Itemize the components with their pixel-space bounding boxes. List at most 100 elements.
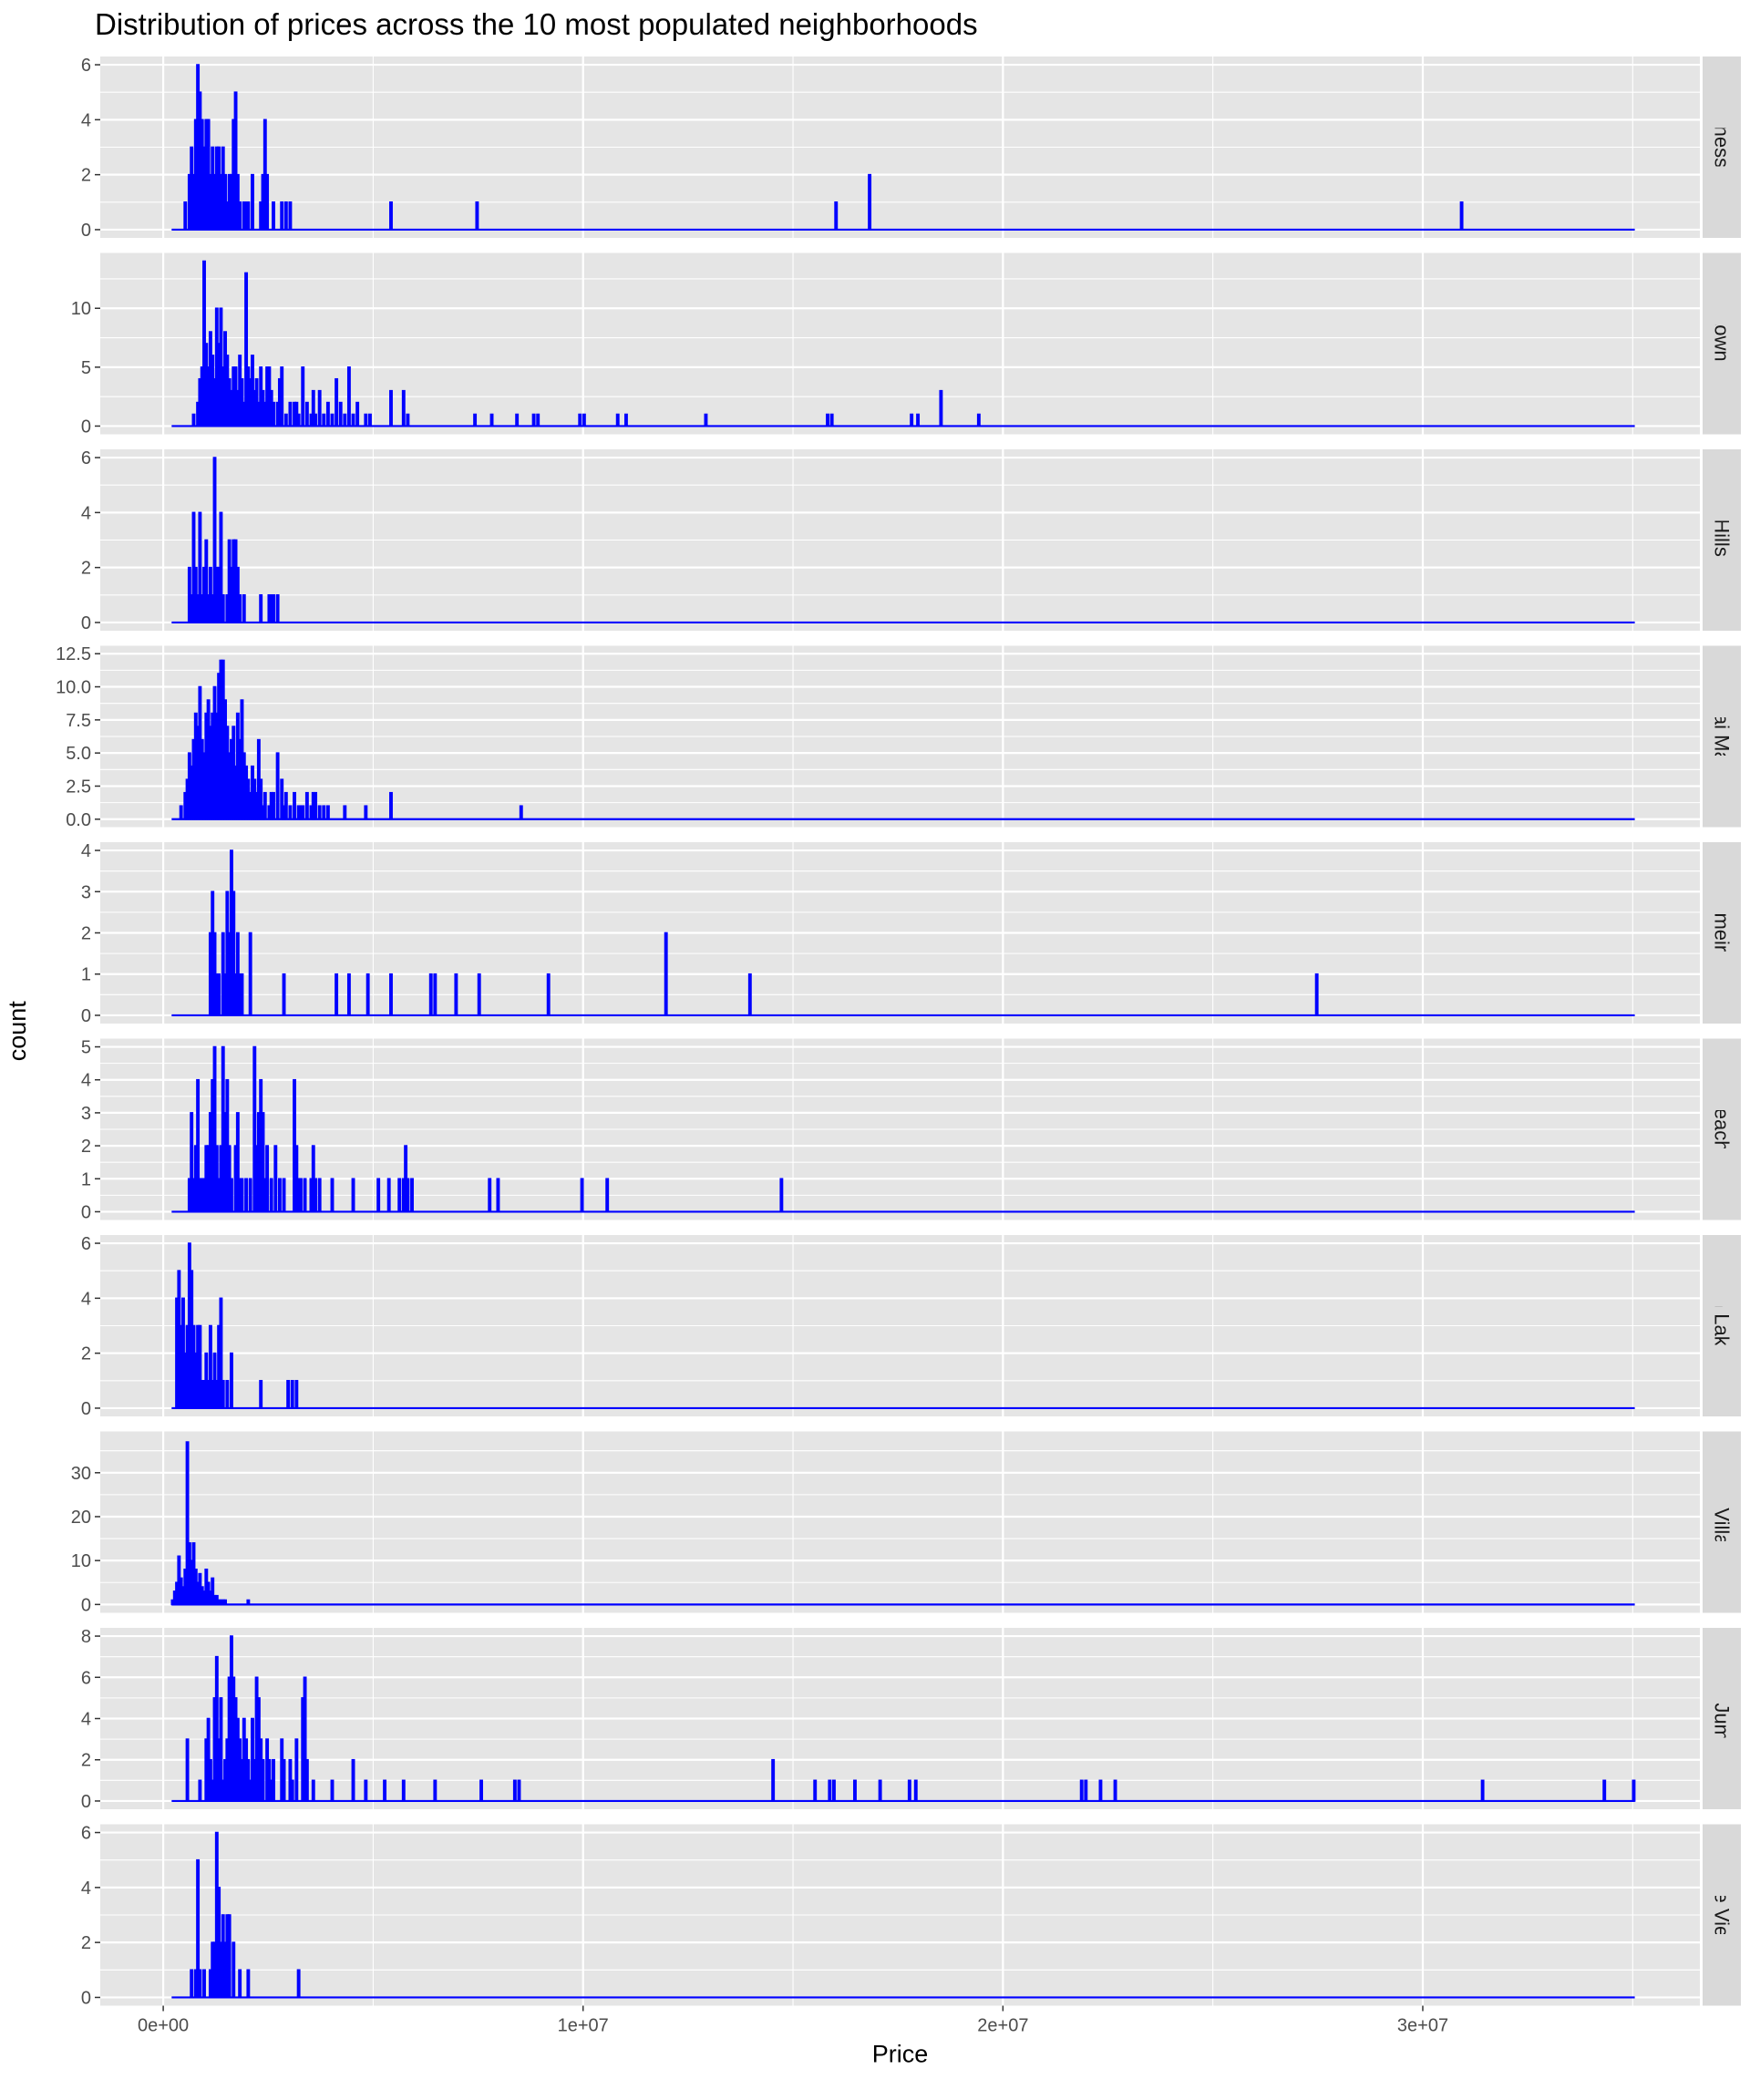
histogram-bar [330, 1178, 335, 1213]
y-tick-label: 6 [81, 1234, 91, 1254]
histogram-bar [317, 805, 322, 820]
histogram-bar [265, 1145, 270, 1213]
y-tick-label: 0 [81, 1006, 91, 1026]
histogram-bar [235, 1112, 240, 1213]
histogram-bar [296, 1969, 301, 1999]
facet-strip-label: Downtown Dubai [1711, 268, 1734, 419]
histogram-bar [582, 413, 586, 427]
histogram-bar [294, 1738, 299, 1802]
histogram-bar [1459, 201, 1464, 231]
facet-strip-label: Jumeirah Beach Residence [1711, 1006, 1734, 1251]
facet-strip-label: Dubai Marina [1711, 677, 1734, 798]
histogram-bar [204, 539, 209, 623]
histogram-bar [868, 173, 872, 231]
histogram-bar [233, 91, 238, 231]
y-tick-label: 10.0 [56, 678, 91, 698]
facet-strip [1703, 842, 1741, 1024]
histogram-bar [265, 173, 270, 231]
y-tick-label: 0 [81, 613, 91, 633]
histogram-bar [338, 401, 343, 427]
facet-panel: 0.0 2.5 5.0 7.5 10.0 12.5 Dubai Marina [56, 644, 1741, 830]
y-tick-label: 4 [81, 1289, 91, 1309]
y-tick-label: 4 [81, 841, 91, 861]
histogram-bar [364, 413, 368, 427]
y-tick-label: 0 [81, 221, 91, 241]
histogram-bar [346, 973, 351, 1016]
histogram-bar [290, 1380, 294, 1409]
histogram-bar [179, 805, 183, 820]
histogram-bar [190, 1112, 194, 1213]
y-tick-label: 2 [81, 1751, 91, 1771]
y-tick-label: 0 [81, 1988, 91, 2008]
y-tick-label: 6 [81, 448, 91, 468]
histogram-bar [512, 1779, 517, 1802]
y-tick-label: 5 [81, 358, 91, 378]
histogram-bar [272, 201, 275, 231]
histogram-bar [282, 1178, 286, 1213]
histogram-bar [242, 594, 246, 623]
histogram-bar [259, 594, 263, 623]
histogram-bar [1602, 1779, 1607, 1802]
histogram-bar [303, 1178, 307, 1213]
histogram-bar [212, 1045, 217, 1213]
histogram-bar [261, 1758, 265, 1802]
histogram-bar [828, 1779, 832, 1802]
facet-strip-label: Jumeirah [1711, 891, 1734, 973]
histogram-bar [273, 1145, 278, 1213]
histogram-bar [240, 1178, 244, 1213]
histogram-bar [196, 1078, 201, 1213]
histogram-bar [217, 973, 221, 1016]
facet-panel: 0 2 4 6 The Views [81, 1824, 1741, 2008]
y-tick-label: 2 [81, 1344, 91, 1364]
histogram-bar [1632, 1779, 1636, 1802]
facet-strip-label: Dubai Hills Estate [1711, 461, 1734, 620]
x-tick-label: 2e+07 [977, 2016, 1028, 2036]
histogram-bar [223, 1599, 227, 1606]
histogram-bar [232, 890, 236, 1016]
histogram-bar [623, 413, 628, 427]
histogram-bar [294, 1380, 299, 1409]
y-tick-label: 0 [81, 417, 91, 437]
histogram-bar [262, 791, 267, 820]
histogram-bar [314, 791, 318, 820]
panel-background [100, 1431, 1700, 1613]
histogram-bar [330, 1779, 335, 1802]
histogram-bar [1314, 973, 1319, 1016]
y-tick-label: 4 [81, 1071, 91, 1091]
y-tick-label: 5.0 [66, 744, 91, 764]
histogram-bar [330, 413, 335, 427]
histogram-bar [615, 413, 620, 427]
facet-strip [1703, 1628, 1741, 1809]
histogram-bar [272, 594, 275, 623]
histogram-bar [288, 401, 293, 427]
histogram-bar [515, 413, 520, 427]
y-tick-label: 2 [81, 1137, 91, 1157]
histogram-bar [293, 791, 296, 820]
histogram-bar [907, 1779, 911, 1802]
histogram-bar [376, 1178, 381, 1213]
histogram-bar [290, 1779, 294, 1802]
y-tick-label: 2 [81, 166, 91, 186]
histogram-bar [475, 201, 479, 231]
x-tick-label: 0e+00 [138, 2016, 189, 2036]
histogram-bar [406, 413, 410, 427]
histogram-bar [272, 401, 275, 427]
histogram-bar [580, 1178, 584, 1213]
histogram-bar [433, 1779, 438, 1802]
histogram-bar [259, 778, 263, 820]
facet-panel: 0 2 4 6 Business Bay [81, 56, 1741, 241]
histogram-bar [191, 413, 196, 427]
histogram-bar [198, 511, 202, 623]
histogram-bar [198, 1969, 202, 1999]
histogram-bar [322, 805, 326, 820]
facet-strip-label: The Views [1711, 1868, 1734, 1961]
histogram-bar [304, 1758, 309, 1802]
histogram-bar [829, 413, 834, 427]
histogram-bar [272, 791, 275, 820]
histogram-bar [364, 805, 368, 820]
histogram-bar [536, 413, 540, 427]
y-tick-label: 2 [81, 924, 91, 944]
histogram-bar [311, 1779, 315, 1802]
y-axis-title: count [4, 1001, 31, 1062]
